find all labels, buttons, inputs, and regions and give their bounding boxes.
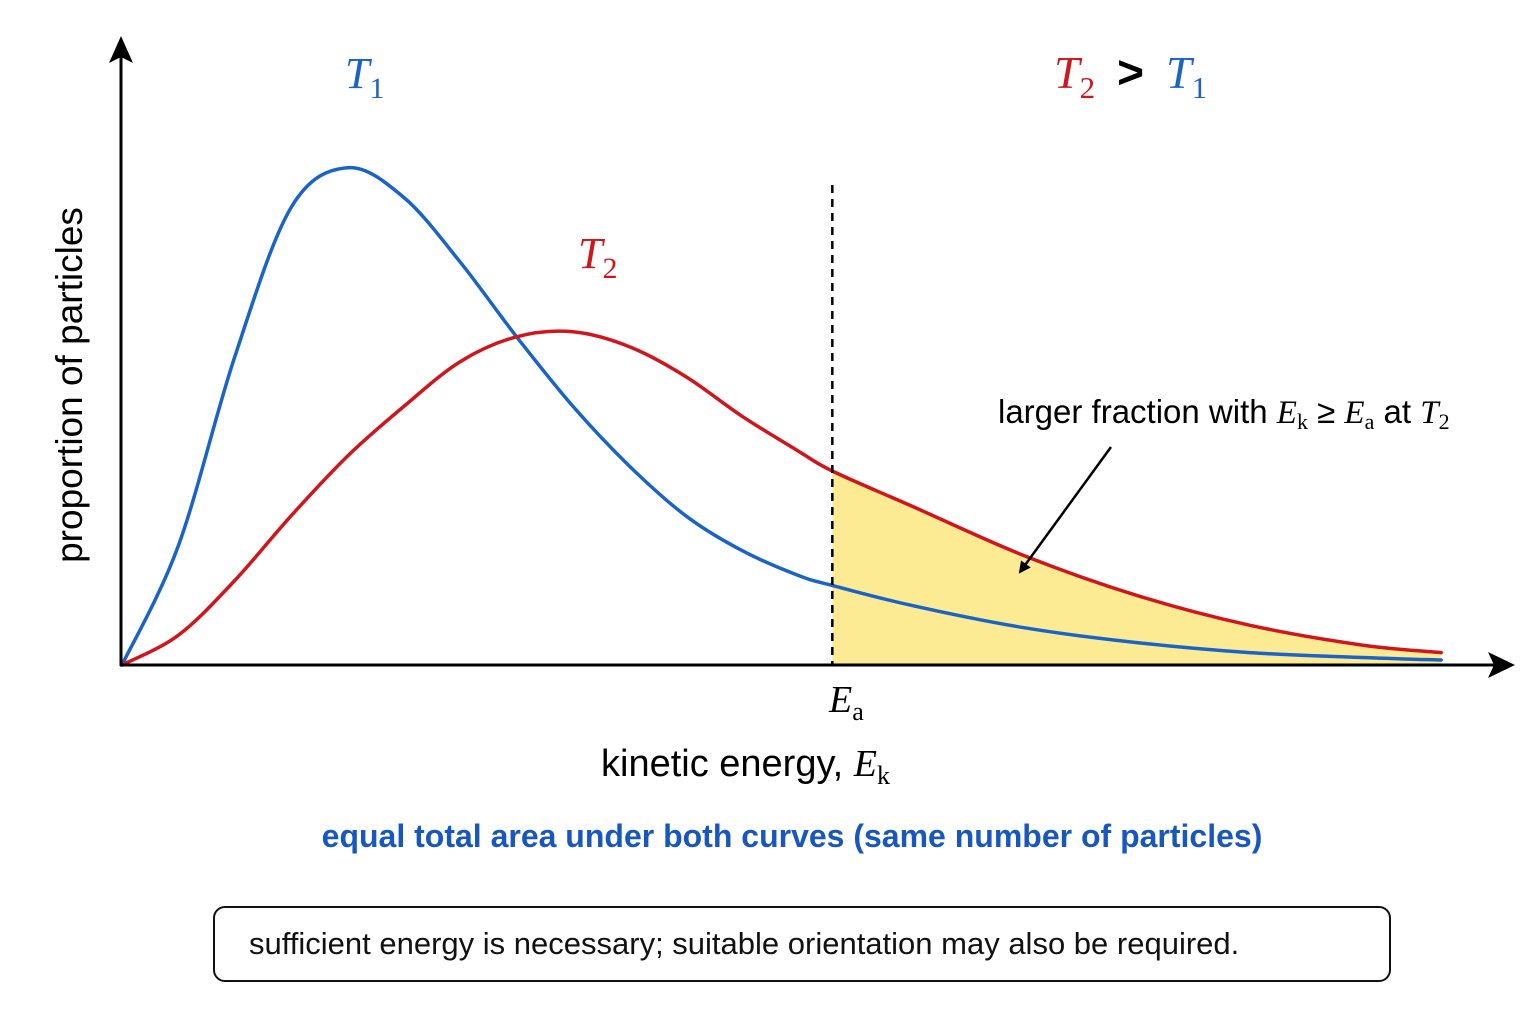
annotation-text: larger fraction with Ek ≥ Ea at T2 bbox=[998, 393, 1450, 434]
threshold-label: Ea bbox=[828, 679, 864, 726]
y-axis-label: proportion of particles bbox=[49, 207, 90, 563]
x-axis-label: kinetic energy, Ek bbox=[601, 743, 890, 790]
footnote-box: sufficient energy is necessary; suitable… bbox=[213, 906, 1391, 982]
series-label-t2: T2 bbox=[578, 229, 617, 285]
area-note: equal total area under both curves (same… bbox=[321, 818, 1263, 854]
series-line-t1 bbox=[120, 165, 1443, 667]
series-line-t2 bbox=[120, 329, 1443, 667]
y-axis-arrowhead bbox=[109, 36, 133, 63]
annotation-arrow bbox=[1018, 446, 1113, 574]
x-axis-arrowhead bbox=[1488, 652, 1515, 678]
temperature-comparison: T2 > T1 bbox=[1054, 46, 1207, 105]
footnote-text: sufficient energy is necessary; suitable… bbox=[249, 926, 1240, 961]
series-label-t1: T1 bbox=[345, 49, 384, 105]
shaded-region-above-threshold bbox=[832, 471, 1442, 665]
